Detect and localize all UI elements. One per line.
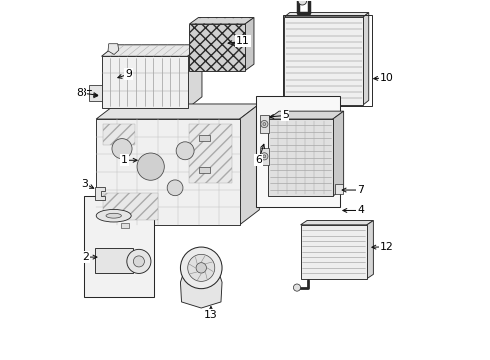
Ellipse shape (96, 210, 131, 222)
Text: 9: 9 (125, 69, 132, 79)
Circle shape (127, 249, 151, 274)
Polygon shape (269, 119, 333, 196)
Polygon shape (364, 13, 368, 105)
Polygon shape (103, 124, 135, 145)
Text: 3: 3 (81, 179, 88, 189)
Circle shape (137, 153, 164, 180)
Polygon shape (190, 124, 232, 183)
Circle shape (261, 121, 268, 128)
Polygon shape (188, 45, 202, 108)
Polygon shape (199, 135, 210, 141)
Polygon shape (285, 17, 364, 105)
Polygon shape (285, 13, 368, 17)
Circle shape (176, 142, 194, 160)
Polygon shape (96, 119, 240, 225)
Circle shape (298, 0, 307, 5)
Circle shape (294, 284, 300, 291)
Circle shape (263, 123, 266, 126)
Text: 11: 11 (236, 36, 250, 46)
Polygon shape (245, 18, 254, 71)
Text: 5: 5 (282, 111, 289, 121)
Text: 4: 4 (357, 206, 364, 216)
Circle shape (188, 255, 215, 282)
Text: 8: 8 (76, 88, 83, 98)
Polygon shape (335, 184, 343, 194)
Polygon shape (121, 223, 129, 228)
Polygon shape (367, 221, 373, 279)
Polygon shape (269, 111, 343, 119)
Polygon shape (180, 271, 222, 308)
Polygon shape (190, 24, 245, 71)
Text: 13: 13 (204, 310, 218, 320)
Polygon shape (89, 85, 101, 101)
Polygon shape (260, 148, 269, 165)
Text: 7: 7 (357, 185, 364, 195)
Ellipse shape (106, 213, 122, 218)
Polygon shape (190, 18, 254, 24)
Circle shape (133, 256, 145, 267)
Polygon shape (300, 225, 367, 279)
Circle shape (180, 247, 222, 289)
Circle shape (196, 263, 206, 273)
Polygon shape (84, 196, 154, 297)
Polygon shape (101, 56, 188, 108)
Polygon shape (256, 96, 340, 207)
Polygon shape (333, 111, 343, 196)
Polygon shape (95, 187, 105, 200)
Polygon shape (300, 221, 373, 225)
Circle shape (112, 139, 132, 159)
Polygon shape (108, 44, 119, 54)
Polygon shape (103, 193, 158, 220)
Text: 1: 1 (121, 155, 128, 165)
Text: 12: 12 (380, 242, 394, 252)
Text: 8: 8 (79, 88, 86, 98)
Polygon shape (199, 167, 210, 173)
Polygon shape (101, 45, 202, 56)
Text: 10: 10 (380, 73, 394, 83)
Circle shape (261, 153, 268, 160)
Text: 6: 6 (255, 155, 262, 165)
Polygon shape (240, 104, 259, 225)
Polygon shape (260, 116, 269, 133)
Text: 2: 2 (82, 252, 89, 262)
Circle shape (167, 180, 183, 196)
Polygon shape (95, 248, 133, 274)
Polygon shape (96, 104, 259, 119)
Circle shape (263, 155, 266, 158)
